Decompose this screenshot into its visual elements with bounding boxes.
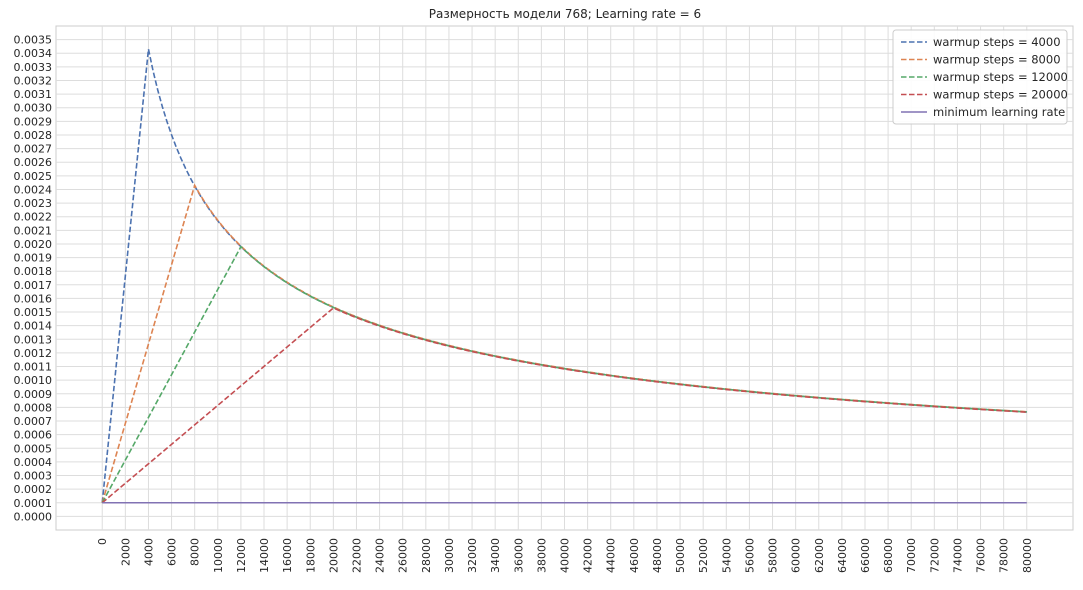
x-tick-label: 68000 — [882, 538, 895, 573]
x-tick-label: 0 — [96, 538, 109, 545]
y-tick-label: 0.0024 — [14, 183, 53, 196]
x-tick-label: 74000 — [951, 538, 964, 573]
x-tick-label: 72000 — [928, 538, 941, 573]
x-tick-label: 44000 — [605, 538, 618, 573]
y-tick-label: 0.0005 — [14, 442, 53, 455]
x-tick-label: 58000 — [767, 538, 780, 573]
y-tick-label: 0.0002 — [14, 483, 53, 496]
y-axis-ticks: 0.00000.00010.00020.00030.00040.00050.00… — [14, 34, 53, 524]
x-tick-label: 80000 — [1021, 538, 1034, 573]
legend-label-3: warmup steps = 12000 — [933, 70, 1068, 84]
x-tick-label: 38000 — [535, 538, 548, 573]
x-tick-label: 50000 — [674, 538, 687, 573]
x-tick-label: 54000 — [720, 538, 733, 573]
x-tick-label: 52000 — [697, 538, 710, 573]
x-tick-label: 46000 — [628, 538, 641, 573]
x-tick-label: 66000 — [859, 538, 872, 573]
y-tick-label: 0.0025 — [14, 170, 53, 183]
y-tick-label: 0.0034 — [14, 47, 53, 60]
x-tick-label: 62000 — [813, 538, 826, 573]
y-tick-label: 0.0027 — [14, 143, 53, 156]
y-tick-label: 0.0035 — [14, 34, 53, 47]
y-tick-label: 0.0021 — [14, 224, 53, 237]
x-tick-label: 8000 — [189, 538, 202, 566]
y-tick-label: 0.0026 — [14, 156, 53, 169]
legend-box — [892, 29, 1068, 125]
y-tick-label: 0.0014 — [14, 320, 53, 333]
legend: warmup steps = 4000 warmup steps = 8000 wa… — [892, 29, 1068, 125]
x-tick-label: 42000 — [582, 538, 595, 573]
legend-label-4: warmup steps = 20000 — [933, 88, 1068, 102]
y-tick-label: 0.0022 — [14, 211, 53, 224]
y-tick-label: 0.0010 — [14, 374, 53, 387]
x-tick-label: 40000 — [559, 538, 572, 573]
chart-title: Размерность модели 768; Learning rate = … — [429, 7, 701, 21]
x-tick-label: 76000 — [975, 538, 988, 573]
y-tick-label: 0.0016 — [14, 292, 53, 305]
y-tick-label: 0.0000 — [14, 510, 53, 523]
x-tick-label: 18000 — [304, 538, 317, 573]
legend-label-1: warmup steps = 4000 — [933, 35, 1061, 49]
y-tick-label: 0.0003 — [14, 470, 53, 483]
y-tick-label: 0.0013 — [14, 333, 53, 346]
x-tick-label: 34000 — [489, 538, 502, 573]
y-tick-label: 0.0006 — [14, 429, 53, 442]
y-tick-label: 0.0001 — [14, 497, 53, 510]
legend-label-5: minimum learning rate — [933, 105, 1065, 119]
y-tick-label: 0.0029 — [14, 115, 53, 128]
y-tick-label: 0.0011 — [14, 361, 53, 374]
x-axis-ticks: 0 2000 4000 6000 8000 10000 12000 14000 16000 180… — [96, 538, 1034, 573]
series-line-4 — [101, 307, 1027, 504]
x-tick-label: 2000 — [119, 538, 132, 566]
x-tick-label: 64000 — [836, 538, 849, 573]
y-tick-label: 0.0012 — [14, 347, 53, 360]
x-tick-label: 4000 — [142, 538, 155, 566]
y-tick-label: 0.0008 — [14, 401, 53, 414]
y-tick-label: 0.0023 — [14, 197, 53, 210]
x-tick-label: 26000 — [397, 538, 410, 573]
x-tick-label: 48000 — [651, 538, 664, 573]
x-tick-label: 24000 — [374, 538, 387, 573]
y-tick-label: 0.0032 — [14, 74, 53, 87]
series-lines — [101, 48, 1027, 504]
x-tick-label: 36000 — [512, 538, 525, 573]
x-tick-label: 70000 — [905, 538, 918, 573]
y-tick-label: 0.0009 — [14, 388, 53, 401]
x-tick-label: 30000 — [443, 538, 456, 573]
x-tick-label: 12000 — [235, 538, 248, 573]
x-tick-label: 78000 — [998, 538, 1011, 573]
x-tick-label: 16000 — [281, 538, 294, 573]
x-tick-label: 6000 — [166, 538, 179, 566]
y-tick-label: 0.0030 — [14, 102, 53, 115]
x-tick-label: 20000 — [327, 538, 340, 573]
x-tick-label: 32000 — [466, 538, 479, 573]
x-tick-label: 10000 — [212, 538, 225, 573]
legend-label-2: warmup steps = 8000 — [933, 53, 1061, 67]
x-tick-label: 28000 — [420, 538, 433, 573]
x-tick-label: 60000 — [790, 538, 803, 573]
y-tick-label: 0.0019 — [14, 252, 53, 265]
y-tick-label: 0.0015 — [14, 306, 53, 319]
x-tick-label: 22000 — [350, 538, 363, 573]
x-gridlines — [101, 26, 1028, 530]
y-tick-label: 0.0031 — [14, 88, 53, 101]
x-tick-label: 56000 — [743, 538, 756, 573]
y-tick-label: 0.0018 — [14, 265, 53, 278]
y-tick-label: 0.0033 — [14, 61, 53, 74]
x-tick-label: 14000 — [258, 538, 271, 573]
y-tick-label: 0.0020 — [14, 238, 53, 251]
y-tick-label: 0.0004 — [14, 456, 53, 469]
y-tick-label: 0.0028 — [14, 129, 53, 142]
y-tick-label: 0.0017 — [14, 279, 53, 292]
y-tick-label: 0.0007 — [14, 415, 53, 428]
